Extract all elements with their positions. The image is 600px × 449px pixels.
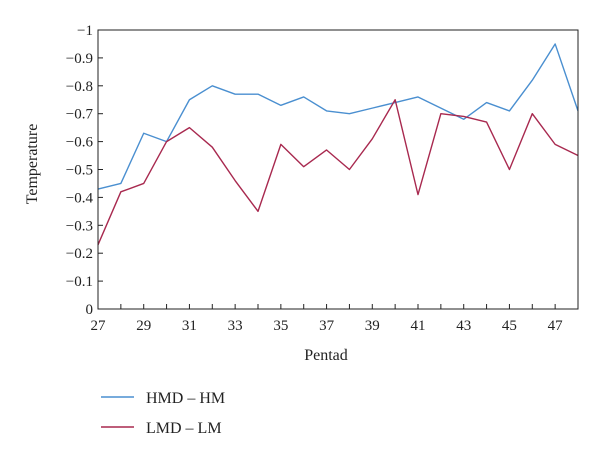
x-tick-label: 39 [365, 318, 380, 334]
x-tick-label: 33 [228, 318, 243, 334]
y-tick-label: 0 [86, 302, 94, 318]
x-tick-label: 27 [91, 318, 107, 334]
y-tick-label: −0.7 [66, 107, 94, 123]
plot-frame [97, 29, 579, 310]
y-tick-label: −0.9 [66, 51, 93, 67]
y-axis-ticks: 0 −0.1 −0.2 −0.3 −0.4 −0.5 −0.6 −0.7 −0.8 −0.9 −1 [66, 23, 103, 318]
x-axis-label: Pentad [304, 347, 348, 364]
series-lines [97, 43, 579, 246]
y-axis-title: Temperature [24, 124, 41, 205]
series-line-lmd-lm [97, 99, 579, 246]
x-tick-label: 35 [273, 318, 288, 334]
y-tick-label: −0.4 [66, 190, 94, 206]
x-tick-label: 31 [182, 318, 197, 334]
legend-label-lmd-lm: LMD – LM [146, 420, 222, 437]
x-tick-label: 37 [319, 318, 335, 334]
x-tick-label: 47 [548, 318, 564, 334]
x-tick-label: 29 [136, 318, 151, 334]
y-axis-label: Temperature [24, 124, 41, 205]
y-tick-label: −0.1 [66, 274, 93, 290]
x-axis-ticks: 27 29 31 33 35 37 39 41 43 45 47 [91, 304, 579, 334]
y-tick-label: −1 [77, 23, 93, 39]
legend: HMD – HM LMD – LM [101, 390, 225, 437]
x-tick-label: 43 [456, 318, 471, 334]
y-tick-label: −0.3 [66, 218, 93, 234]
y-tick-label: −0.2 [66, 246, 93, 262]
x-tick-label: 45 [502, 318, 517, 334]
series-line-hmd-hm [97, 43, 579, 190]
y-tick-label: −0.5 [66, 163, 93, 179]
legend-label-hmd-hm: HMD – HM [146, 390, 225, 407]
x-tick-label: 41 [411, 318, 426, 334]
y-tick-label: −0.6 [66, 135, 94, 151]
y-tick-label: −0.8 [66, 79, 93, 95]
